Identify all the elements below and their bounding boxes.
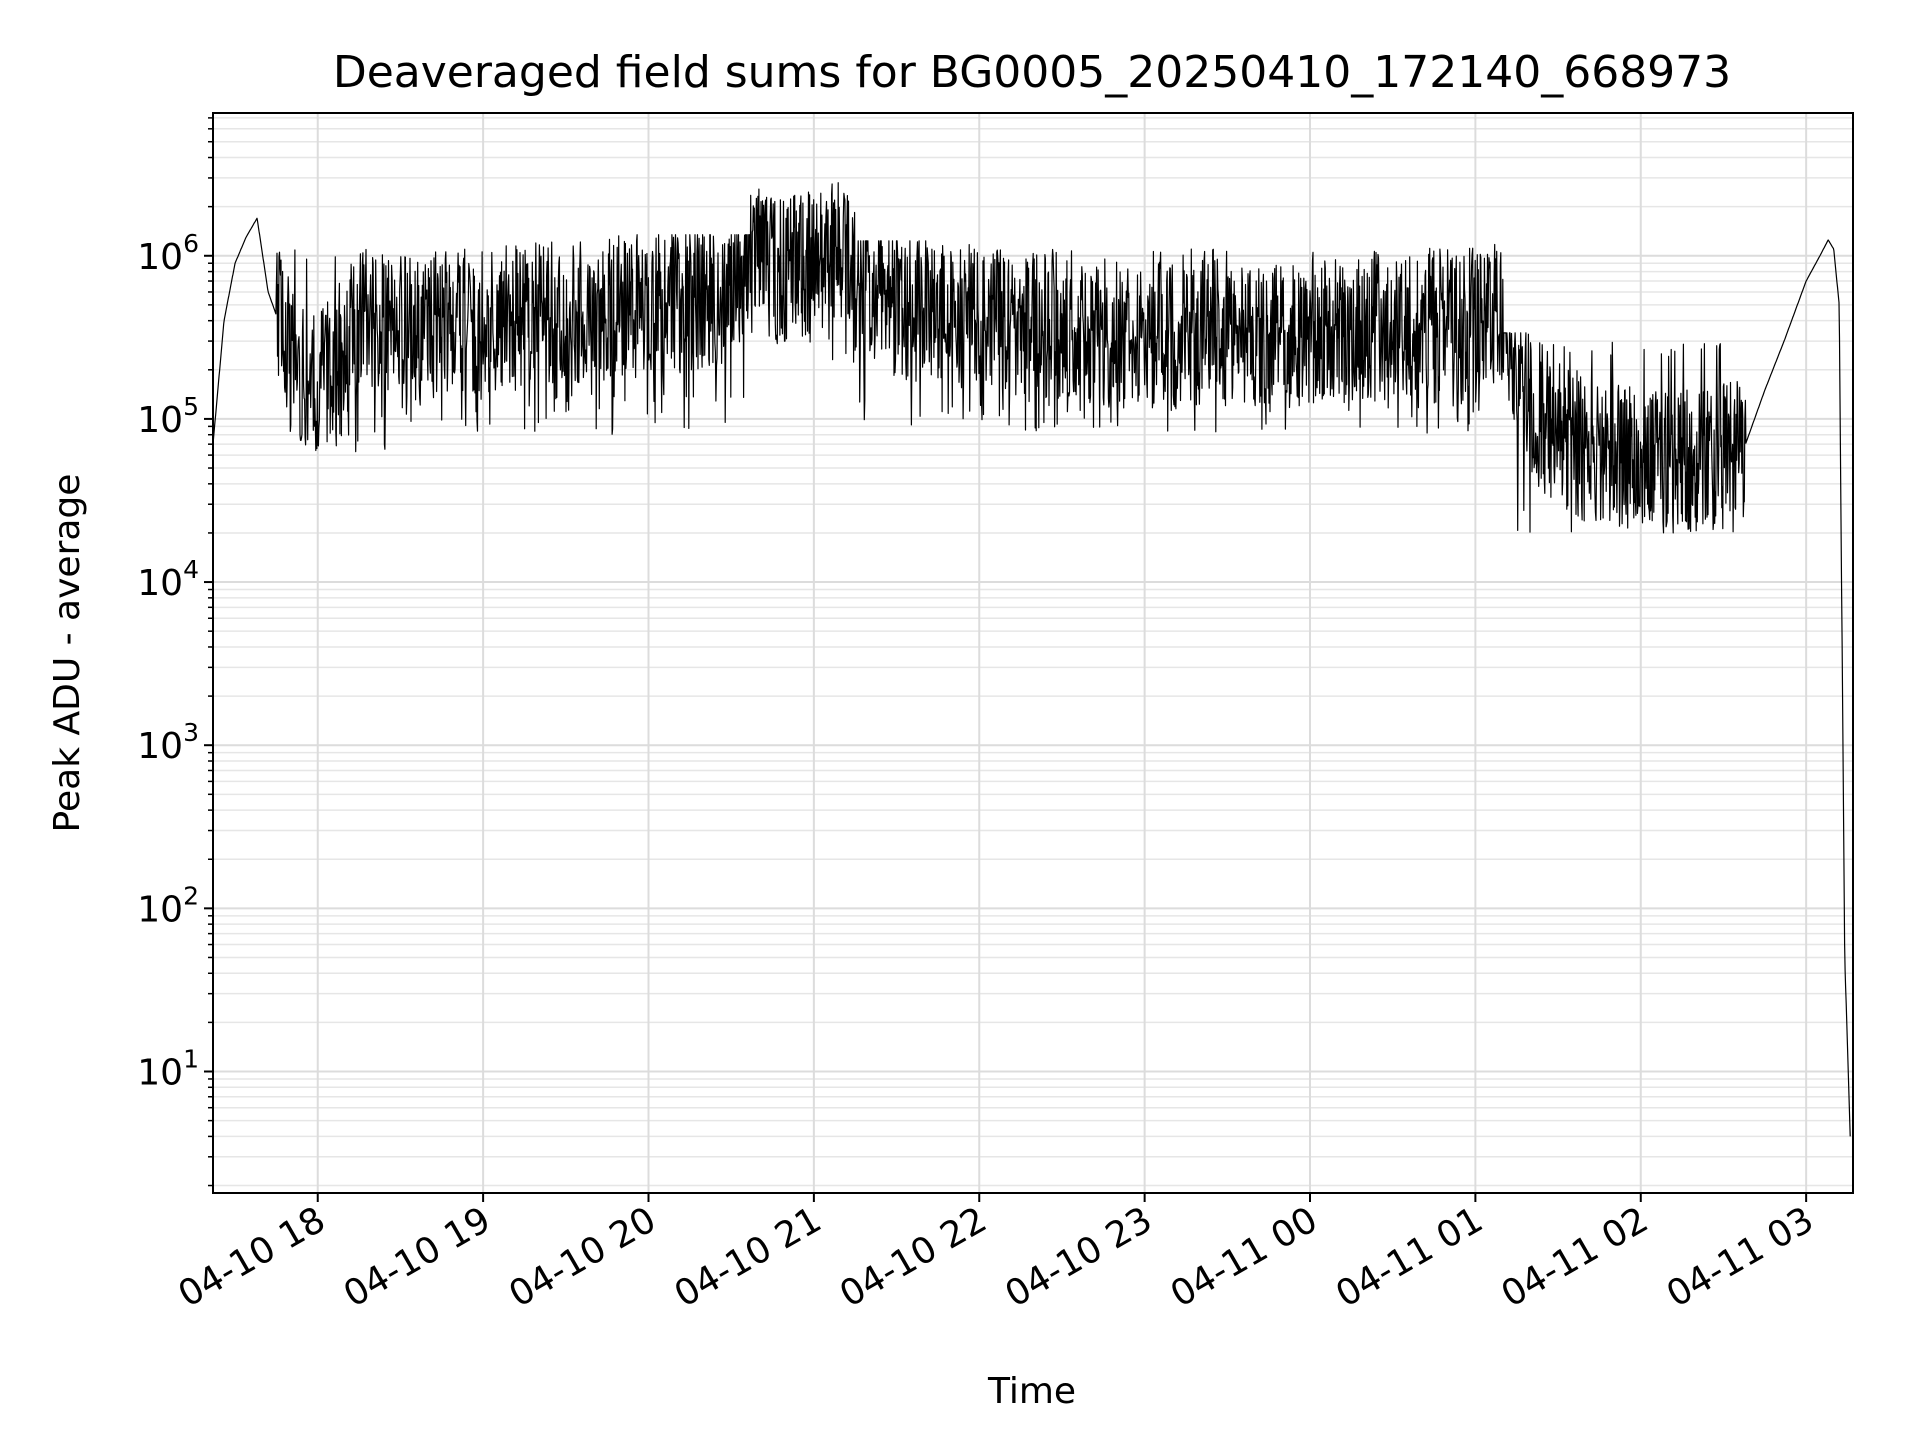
y-tick-label-base: 10 bbox=[137, 1052, 183, 1093]
y-tick-label-exponent: 5 bbox=[183, 392, 199, 421]
plot-frame bbox=[212, 112, 1854, 1194]
y-tick-label: 101 bbox=[137, 1044, 199, 1093]
y-tick-label-base: 10 bbox=[137, 237, 183, 278]
y-tick-label-exponent: 4 bbox=[183, 555, 199, 584]
y-tick-label-exponent: 2 bbox=[183, 881, 199, 910]
y-tick-label: 104 bbox=[137, 555, 199, 604]
y-axis-label: Peak ADU - average bbox=[47, 474, 88, 833]
grid bbox=[213, 113, 1853, 1193]
series-group bbox=[212, 182, 1851, 1137]
series-line-0 bbox=[212, 182, 1851, 1137]
y-tick-label: 103 bbox=[137, 718, 199, 767]
y-tick-label-base: 10 bbox=[137, 889, 183, 930]
y-tick-label-base: 10 bbox=[137, 726, 183, 767]
y-tick-label: 102 bbox=[137, 881, 199, 930]
y-tick-label-exponent: 6 bbox=[183, 229, 199, 258]
chart-title: Deaveraged field sums for BG0005_2025041… bbox=[333, 47, 1731, 98]
x-axis-label: Time bbox=[987, 1371, 1076, 1412]
y-tick-label-exponent: 1 bbox=[183, 1044, 199, 1073]
y-tick-label-base: 10 bbox=[137, 400, 183, 441]
y-tick-label: 105 bbox=[137, 392, 199, 441]
y-tick-label-exponent: 3 bbox=[183, 718, 199, 747]
y-tick-label-base: 10 bbox=[137, 563, 183, 604]
y-tick-label: 106 bbox=[137, 229, 199, 278]
